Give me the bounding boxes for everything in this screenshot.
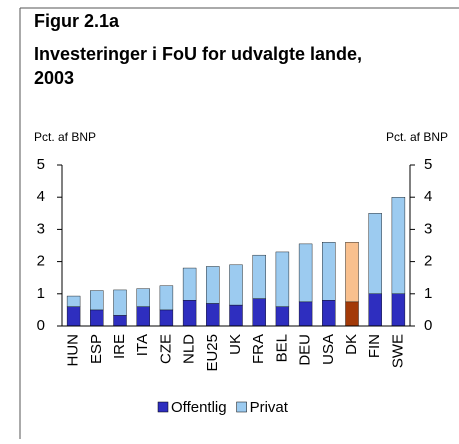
x-tick-label: CZE bbox=[157, 334, 174, 364]
x-tick-label: UK bbox=[227, 334, 244, 355]
x-tick-label: NLD bbox=[181, 334, 198, 364]
x-tick-label: DK bbox=[343, 334, 360, 355]
figure-label: Figur 2.1a bbox=[34, 11, 120, 31]
y2-axis-label: Pct. af BNP bbox=[386, 130, 448, 144]
bar-segment bbox=[345, 301, 359, 327]
x-tick-label: HUN bbox=[65, 334, 82, 367]
bar-segment bbox=[113, 315, 127, 327]
x-tick-label: ESP bbox=[88, 334, 105, 364]
x-tick-label: EU25 bbox=[204, 334, 221, 372]
bar-segment bbox=[391, 196, 406, 294]
bar-segment bbox=[136, 306, 150, 327]
bar-segment bbox=[252, 298, 266, 327]
bar-segment bbox=[182, 267, 197, 301]
y2-tick-label: 3 bbox=[424, 220, 432, 237]
bar-segment bbox=[206, 266, 220, 304]
chart-title: Investeringer i FoU for udvalgte lande, … bbox=[34, 44, 367, 88]
y2-tick-label: 5 bbox=[424, 156, 432, 173]
y-tick-label: 5 bbox=[37, 156, 45, 173]
bar-segment bbox=[368, 213, 382, 295]
x-tick-label: BEL bbox=[273, 334, 290, 362]
y-axis-label: Pct. af BNP bbox=[34, 130, 96, 144]
x-tick-label: USA bbox=[320, 334, 337, 365]
x-tick-label: ITA bbox=[134, 334, 151, 356]
bar-segment bbox=[182, 300, 197, 327]
bar-segment bbox=[90, 290, 104, 311]
bar-segment bbox=[113, 289, 127, 316]
legend-label: Offentlig bbox=[171, 399, 227, 416]
bar-segment bbox=[275, 306, 290, 327]
bar-segment bbox=[66, 295, 81, 307]
bar-segment bbox=[298, 301, 313, 327]
bar-segment bbox=[322, 242, 336, 301]
x-tick-label: IRE bbox=[111, 334, 128, 359]
x-tick-label: FIN bbox=[366, 334, 383, 358]
bar-segment bbox=[391, 293, 406, 327]
bar-segment bbox=[66, 306, 81, 327]
y-tick-label: 2 bbox=[37, 253, 45, 270]
bar-segment bbox=[229, 304, 243, 327]
legend-swatch bbox=[157, 401, 169, 413]
bar-segment bbox=[206, 303, 220, 327]
bar-segment bbox=[229, 264, 243, 306]
y-tick-label: 3 bbox=[37, 220, 45, 237]
bar-segment bbox=[322, 300, 336, 327]
bar-segment bbox=[345, 242, 359, 303]
x-tick-label: FRA bbox=[250, 334, 267, 364]
bar-segment bbox=[159, 309, 174, 327]
legend-swatch bbox=[236, 401, 247, 413]
bar-segment bbox=[275, 251, 290, 307]
bar-segment bbox=[298, 243, 313, 303]
bar-segment bbox=[159, 285, 174, 311]
y-tick-label: 4 bbox=[37, 188, 45, 205]
bar-segment bbox=[90, 309, 104, 327]
y2-tick-label: 0 bbox=[424, 317, 432, 334]
y2-tick-label: 4 bbox=[424, 188, 432, 205]
bar-segment bbox=[252, 254, 266, 299]
y2-tick-label: 1 bbox=[424, 285, 432, 302]
bar-segment bbox=[368, 293, 382, 327]
y2-tick-label: 2 bbox=[424, 253, 432, 270]
bar-segment bbox=[136, 288, 150, 307]
x-tick-label: SWE bbox=[389, 334, 406, 368]
legend-label: Privat bbox=[250, 399, 289, 416]
x-tick-label: DEU bbox=[297, 334, 314, 366]
y-tick-label: 1 bbox=[37, 285, 45, 302]
y-tick-label: 0 bbox=[37, 317, 45, 334]
